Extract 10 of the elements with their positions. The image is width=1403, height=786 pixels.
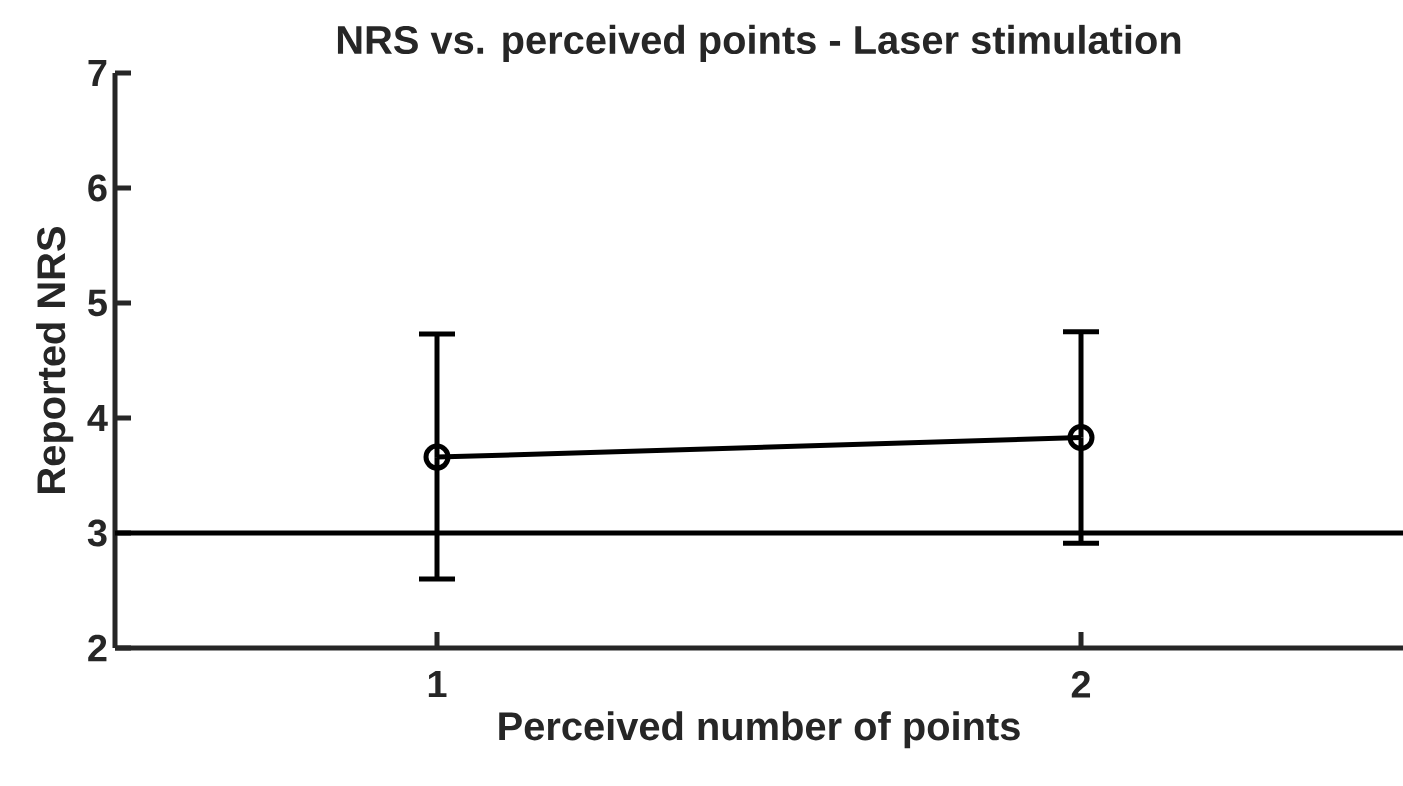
chart-title: NRS vs. perceived points - Laser stimulation bbox=[337, 24, 1181, 63]
y-tick-label: 3 bbox=[87, 519, 107, 547]
y-tick-label: 4 bbox=[87, 404, 108, 432]
x-tick-label: 1 bbox=[428, 671, 447, 698]
y-tick-label: 7 bbox=[88, 59, 107, 87]
y-axis-title: Reported NRS bbox=[36, 227, 74, 493]
y-tick-label: 2 bbox=[88, 634, 107, 662]
y-tick-label: 5 bbox=[88, 289, 107, 317]
x-axis-title: Perceived number of points bbox=[499, 711, 1020, 749]
y-tick-label: 6 bbox=[88, 174, 107, 202]
